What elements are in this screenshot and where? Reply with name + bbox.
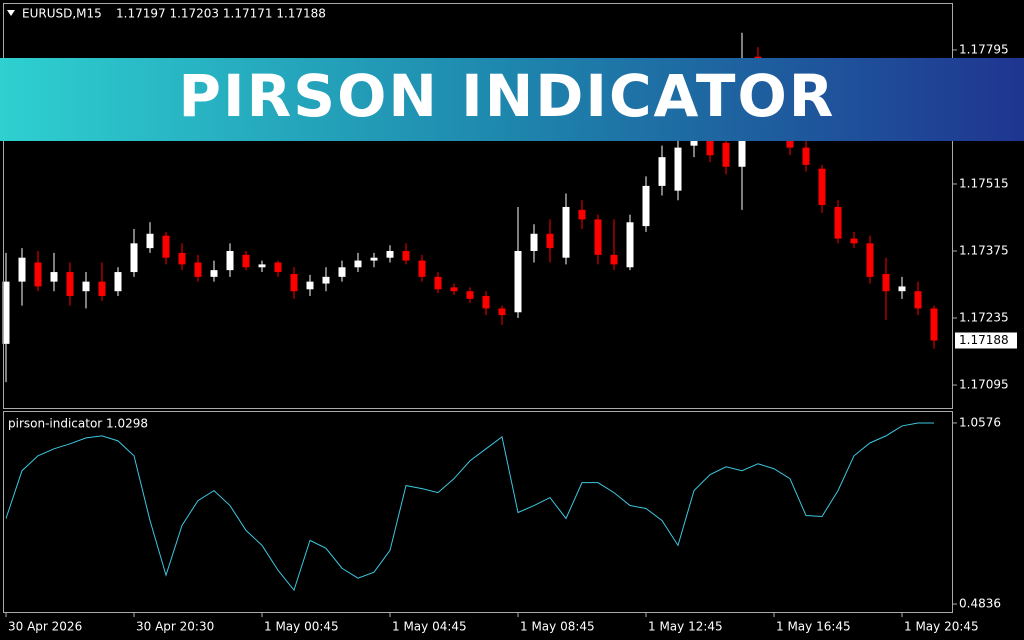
candle-body: [658, 157, 666, 186]
x-tick-label: 30 Apr 20:30: [136, 620, 214, 634]
candle-body: [178, 252, 186, 265]
x-tick-label: 1 May 16:45: [776, 620, 851, 634]
candle-body: [226, 250, 234, 271]
candle-body: [130, 243, 138, 273]
current-price-label: 1.17188: [959, 333, 1009, 347]
candle-body: [530, 233, 538, 251]
candle-body: [706, 138, 714, 156]
x-tick-label: 1 May 12:45: [648, 620, 723, 634]
candle-body: [434, 276, 442, 290]
candle-body: [850, 238, 858, 244]
x-tick-label: 30 Apr 2026: [8, 620, 82, 634]
candle-body: [338, 267, 346, 277]
y-tick-label: 1.17235: [959, 311, 1009, 325]
indicator-title: pirson-indicator 1.0298: [8, 417, 148, 431]
banner: [0, 58, 1024, 141]
y-tick-label: 1.17795: [959, 42, 1009, 56]
candle-body: [290, 273, 298, 292]
candle-body: [210, 270, 218, 277]
x-tick-label: 1 May 00:45: [264, 620, 339, 634]
candle-body: [114, 272, 122, 292]
y-tick-label: 1.0576: [959, 415, 1001, 429]
candle-body: [466, 291, 474, 299]
symbol-title: EURUSD,M15: [22, 7, 102, 21]
candle-body: [34, 262, 42, 287]
candle-body: [98, 281, 106, 296]
candle-body: [2, 281, 10, 344]
candle-body: [818, 168, 826, 206]
candle-body: [866, 243, 874, 277]
candle-body: [322, 276, 330, 284]
candle-body: [258, 264, 266, 268]
candle-body: [50, 272, 58, 282]
candle-body: [82, 281, 90, 292]
candle-body: [306, 281, 314, 290]
x-tick-label: 1 May 20:45: [904, 620, 979, 634]
x-tick-label: 1 May 08:45: [520, 620, 595, 634]
candle-body: [690, 138, 698, 146]
candle-body: [402, 250, 410, 261]
candle-body: [274, 262, 282, 273]
candle-body: [418, 260, 426, 277]
candle-body: [882, 273, 890, 292]
banner-title: PIRSON INDICATOR: [179, 62, 836, 130]
candle-body: [354, 260, 362, 268]
candle-body: [482, 295, 490, 309]
candle-body: [514, 250, 522, 313]
candle-body: [498, 308, 506, 316]
ohlc-text: 1.17197 1.17203 1.17171 1.17188: [116, 7, 326, 21]
candle-body: [626, 222, 634, 268]
candle-body: [722, 142, 730, 167]
candle-body: [674, 147, 682, 191]
candle-body: [66, 272, 74, 296]
candle-body: [146, 233, 154, 249]
candle-body: [386, 250, 394, 258]
candle-body: [834, 206, 842, 239]
x-tick-label: 1 May 04:45: [392, 620, 467, 634]
candle-body: [546, 233, 554, 249]
candle-body: [162, 235, 170, 258]
candle-body: [18, 257, 26, 282]
candle-body: [242, 254, 250, 268]
candle-body: [194, 262, 202, 277]
candle-body: [594, 219, 602, 255]
current-price-box: [955, 332, 1017, 349]
y-tick-label: 1.17095: [959, 378, 1009, 392]
candle-body: [898, 286, 906, 292]
y-tick-label: 1.17375: [959, 243, 1009, 257]
candle-body: [914, 291, 922, 309]
y-tick-label: 1.17515: [959, 176, 1009, 190]
indicator-line: [5, 422, 934, 592]
main-panel-frame: [3, 3, 953, 409]
candle-body: [578, 209, 586, 220]
candle-body: [802, 147, 810, 165]
candle-body: [610, 254, 618, 265]
indicator-panel-frame: [3, 411, 953, 613]
candle-body: [562, 206, 570, 258]
candle-body: [370, 257, 378, 261]
y-tick-label: 0.4836: [959, 597, 1001, 611]
candle-body: [642, 185, 650, 227]
candle-body: [450, 287, 458, 292]
dropdown-icon[interactable]: [7, 10, 15, 16]
candle-body: [930, 308, 938, 341]
